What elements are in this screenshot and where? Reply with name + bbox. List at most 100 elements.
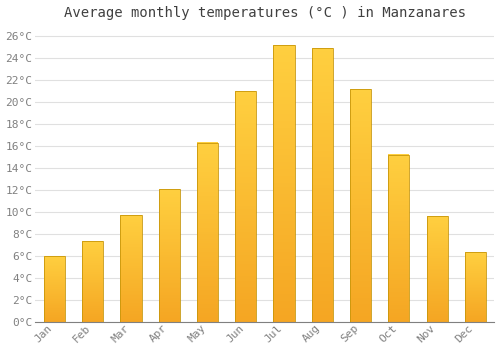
Bar — [388, 225, 409, 228]
Bar — [44, 297, 65, 298]
Bar — [120, 294, 142, 295]
Bar — [426, 246, 448, 248]
Bar — [312, 116, 333, 120]
Bar — [197, 192, 218, 194]
Bar — [350, 190, 371, 194]
Bar — [465, 278, 486, 279]
Bar — [350, 199, 371, 202]
Bar — [274, 284, 294, 287]
Bar — [158, 268, 180, 270]
Bar — [426, 216, 448, 322]
Bar — [120, 303, 142, 304]
Bar — [274, 135, 294, 138]
Bar — [120, 307, 142, 308]
Bar — [235, 192, 256, 195]
Bar — [312, 198, 333, 202]
Bar — [274, 51, 294, 55]
Bar — [158, 235, 180, 237]
Bar — [350, 176, 371, 179]
Bar — [465, 280, 486, 281]
Bar — [235, 154, 256, 157]
Bar — [158, 195, 180, 197]
Bar — [44, 285, 65, 286]
Bar — [120, 236, 142, 238]
Bar — [350, 301, 371, 304]
Bar — [158, 200, 180, 202]
Bar — [120, 317, 142, 319]
Bar — [120, 261, 142, 263]
Bar — [82, 285, 103, 286]
Bar — [274, 280, 294, 284]
Bar — [120, 279, 142, 280]
Bar — [158, 217, 180, 219]
Bar — [120, 300, 142, 302]
Bar — [350, 109, 371, 112]
Bar — [158, 316, 180, 319]
Bar — [388, 315, 409, 317]
Bar — [120, 232, 142, 234]
Bar — [44, 263, 65, 264]
Bar — [158, 267, 180, 268]
Bar — [388, 230, 409, 232]
Bar — [312, 120, 333, 123]
Bar — [158, 265, 180, 267]
Bar — [388, 186, 409, 188]
Bar — [235, 244, 256, 247]
Bar — [235, 200, 256, 203]
Bar — [274, 117, 294, 121]
Bar — [158, 189, 180, 322]
Bar — [388, 196, 409, 198]
Bar — [465, 285, 486, 286]
Bar — [235, 114, 256, 117]
Bar — [158, 248, 180, 250]
Bar — [312, 250, 333, 253]
Bar — [235, 220, 256, 224]
Bar — [465, 256, 486, 257]
Bar — [312, 246, 333, 250]
Bar — [465, 288, 486, 289]
Bar — [312, 75, 333, 79]
Bar — [44, 306, 65, 307]
Bar — [158, 189, 180, 190]
Bar — [197, 290, 218, 293]
Bar — [274, 141, 294, 145]
Bar — [388, 255, 409, 257]
Bar — [197, 241, 218, 243]
Bar — [120, 246, 142, 247]
Bar — [82, 250, 103, 251]
Bar — [82, 299, 103, 300]
Bar — [312, 205, 333, 209]
Bar — [350, 126, 371, 130]
Bar — [158, 218, 180, 220]
Bar — [197, 162, 218, 165]
Bar — [235, 137, 256, 140]
Bar — [350, 298, 371, 301]
Bar — [350, 269, 371, 272]
Bar — [465, 291, 486, 292]
Bar — [197, 288, 218, 290]
Bar — [197, 268, 218, 270]
Bar — [197, 218, 218, 221]
Bar — [426, 282, 448, 284]
Bar — [235, 99, 256, 103]
Bar — [426, 278, 448, 279]
Bar — [465, 276, 486, 278]
Bar — [44, 310, 65, 311]
Bar — [465, 321, 486, 322]
Bar — [350, 173, 371, 176]
Bar — [426, 279, 448, 281]
Bar — [120, 280, 142, 282]
Bar — [44, 277, 65, 278]
Bar — [235, 177, 256, 180]
Bar — [235, 238, 256, 241]
Bar — [274, 79, 294, 83]
Bar — [388, 313, 409, 315]
Bar — [388, 301, 409, 303]
Bar — [350, 129, 371, 132]
Bar — [158, 296, 180, 299]
Bar — [235, 166, 256, 169]
Bar — [197, 149, 218, 152]
Bar — [426, 311, 448, 313]
Bar — [426, 245, 448, 246]
Bar — [44, 311, 65, 312]
